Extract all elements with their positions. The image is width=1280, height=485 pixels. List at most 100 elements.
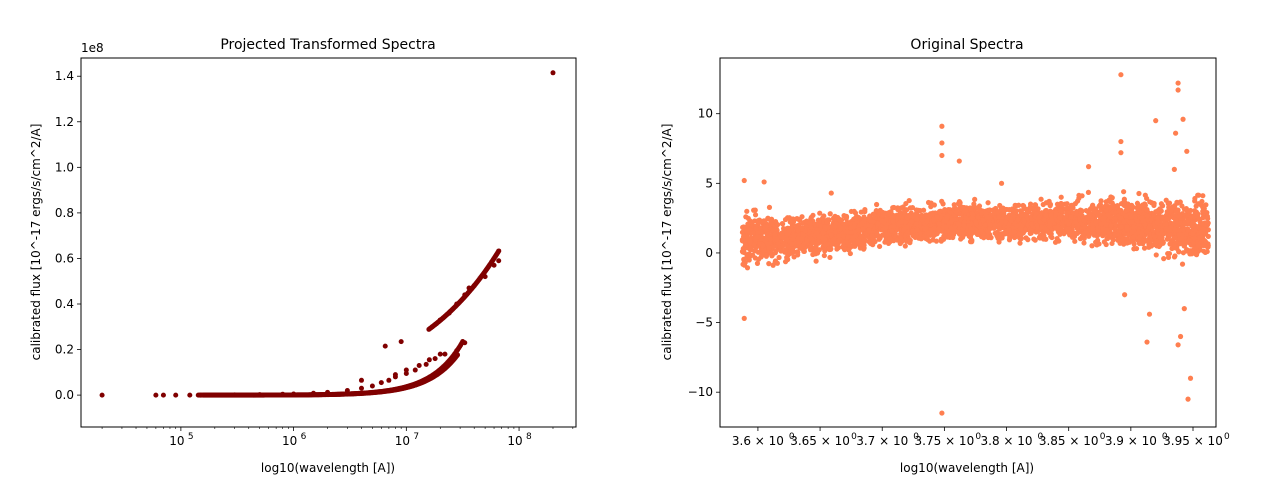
right-data-point bbox=[767, 236, 774, 242]
right-data-point bbox=[747, 245, 754, 251]
right-data-point bbox=[841, 246, 847, 252]
left-x-tick-label: 10 bbox=[282, 434, 297, 448]
right-x-tick-exponent: 0 bbox=[975, 432, 981, 442]
right-data-point bbox=[871, 211, 877, 218]
right-data-point bbox=[1166, 200, 1173, 206]
left-y-tick-label: 0.6 bbox=[55, 251, 74, 265]
right-data-point bbox=[841, 239, 847, 245]
right-data-point bbox=[1039, 224, 1045, 230]
right-data-point bbox=[979, 210, 985, 216]
right-data-point bbox=[1094, 233, 1100, 239]
right-data-point bbox=[914, 227, 920, 233]
right-axes-frame bbox=[719, 57, 1217, 428]
right-x-axis-label: log10(wavelength [A]) bbox=[900, 461, 1034, 475]
right-outlier-point bbox=[828, 190, 834, 196]
right-data-point bbox=[755, 229, 761, 236]
right-data-point bbox=[1161, 256, 1167, 262]
right-data-point bbox=[1158, 201, 1165, 207]
right-data-point bbox=[1007, 235, 1013, 241]
right-data-point bbox=[887, 235, 893, 242]
right-data-point bbox=[934, 231, 940, 237]
right-data-point bbox=[763, 252, 770, 258]
right-outlier-point bbox=[1118, 138, 1124, 145]
right-data-point bbox=[906, 197, 912, 204]
right-data-point bbox=[817, 210, 823, 216]
right-data-point bbox=[759, 251, 765, 257]
right-data-point bbox=[1041, 217, 1047, 223]
right-data-point bbox=[782, 249, 788, 255]
right-data-point bbox=[1172, 227, 1178, 233]
right-data-point bbox=[1093, 218, 1099, 224]
right-data-point bbox=[1028, 221, 1034, 227]
right-data-point bbox=[820, 230, 826, 236]
right-data-point bbox=[1159, 215, 1165, 221]
left-data-point bbox=[392, 372, 398, 378]
right-data-point bbox=[1034, 222, 1040, 229]
right-data-point bbox=[1058, 194, 1064, 200]
right-data-point bbox=[795, 249, 801, 255]
right-data-point bbox=[1090, 230, 1097, 236]
right-data-point bbox=[1089, 243, 1095, 249]
right-data-point bbox=[1043, 212, 1049, 219]
left-x-tick-label: 10 bbox=[395, 434, 410, 448]
left-data-point bbox=[358, 377, 364, 383]
left-y-scale-note: 1e8 bbox=[81, 41, 104, 55]
right-outlier-point bbox=[1153, 118, 1159, 124]
right-data-point bbox=[1093, 210, 1100, 216]
right-data-point bbox=[786, 229, 792, 235]
right-data-point bbox=[758, 229, 765, 235]
right-data-point bbox=[797, 217, 803, 223]
right-data-point bbox=[1121, 202, 1127, 209]
right-data-point bbox=[1154, 209, 1160, 215]
right-data-point bbox=[933, 238, 940, 244]
right-data-point bbox=[1020, 230, 1026, 236]
right-data-point bbox=[813, 258, 819, 264]
right-data-point bbox=[804, 237, 810, 244]
right-data-point bbox=[931, 225, 937, 231]
right-data-point bbox=[1081, 240, 1087, 246]
right-outlier-point bbox=[741, 177, 747, 184]
right-outlier-point bbox=[1085, 164, 1092, 170]
right-data-point bbox=[1104, 227, 1110, 233]
left-data-point bbox=[429, 324, 435, 330]
right-data-point bbox=[744, 265, 751, 271]
right-data-point bbox=[1195, 213, 1201, 219]
right-data-point bbox=[1008, 218, 1014, 224]
right-data-point bbox=[1167, 241, 1173, 247]
right-data-point bbox=[1009, 212, 1016, 218]
right-data-point bbox=[824, 219, 830, 225]
right-data-point bbox=[772, 250, 778, 256]
right-data-point bbox=[1184, 247, 1190, 253]
right-data-point bbox=[1072, 219, 1078, 225]
right-data-point bbox=[1205, 233, 1211, 239]
right-data-point bbox=[1011, 229, 1017, 235]
right-data-point bbox=[1013, 223, 1019, 229]
right-data-point bbox=[1053, 210, 1059, 216]
right-data-point bbox=[1138, 203, 1144, 209]
right-data-point bbox=[1180, 227, 1186, 233]
left-data-point bbox=[416, 363, 422, 368]
right-data-point bbox=[883, 224, 889, 230]
right-data-point bbox=[972, 196, 978, 202]
right-data-point bbox=[917, 207, 923, 214]
left-data-point bbox=[442, 351, 448, 357]
right-data-point bbox=[907, 205, 913, 211]
right-data-point bbox=[1043, 200, 1049, 206]
right-data-point bbox=[827, 254, 833, 261]
right-data-point bbox=[832, 229, 838, 235]
right-data-point bbox=[827, 246, 833, 252]
right-data-point bbox=[1135, 229, 1141, 235]
right-data-point bbox=[1074, 230, 1080, 236]
right-data-point bbox=[1163, 221, 1169, 228]
right-data-point bbox=[1153, 252, 1159, 258]
right-data-point bbox=[902, 243, 908, 249]
right-data-point bbox=[914, 216, 920, 222]
right-data-point bbox=[1098, 221, 1104, 227]
right-outlier-point bbox=[1172, 130, 1179, 136]
right-data-point bbox=[853, 215, 860, 221]
right-data-point bbox=[1171, 242, 1177, 248]
right-outlier-point bbox=[1122, 292, 1128, 298]
right-data-point bbox=[746, 251, 752, 257]
right-data-point bbox=[1136, 190, 1142, 197]
right-data-point bbox=[822, 224, 828, 230]
